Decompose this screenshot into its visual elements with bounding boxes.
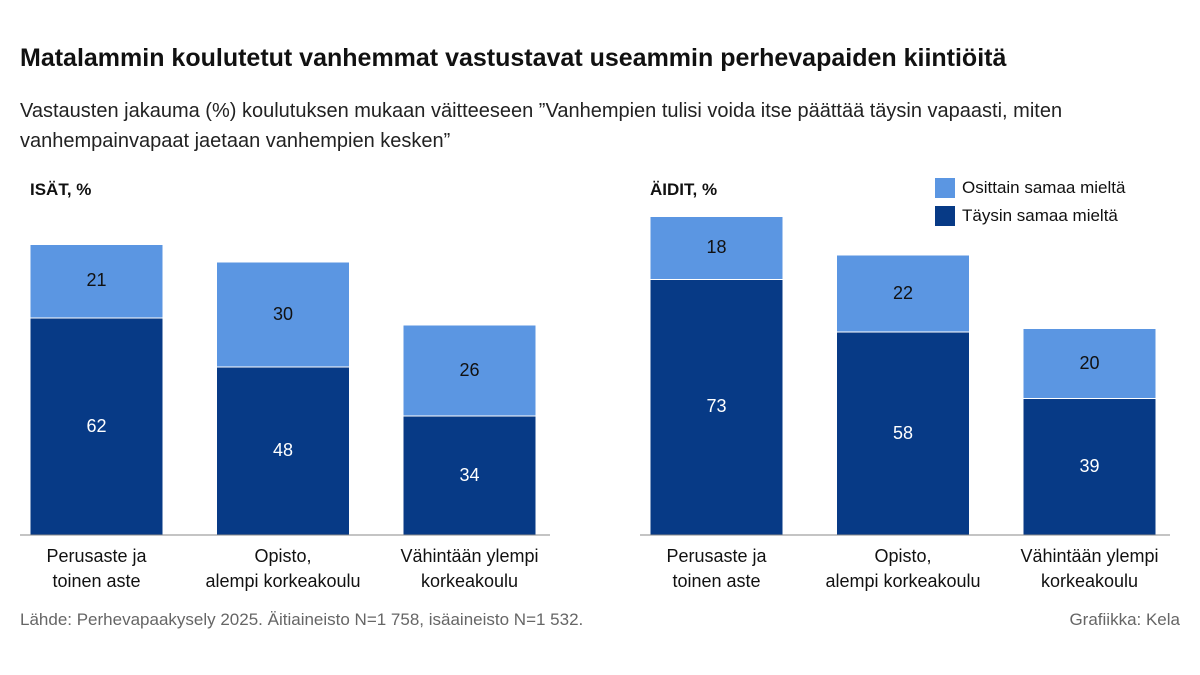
bar-segment xyxy=(29,244,164,319)
chart-title: ISÄT, % xyxy=(30,180,92,199)
value-label: 20 xyxy=(1079,352,1100,373)
value-label: 73 xyxy=(706,396,727,417)
x-tick-label: Perusaste ja toinen aste xyxy=(46,546,147,591)
source: Lähde: Perhevapaakysely 2025. Äitiaineis… xyxy=(20,610,584,629)
credit: Grafiikka: Kela xyxy=(1069,610,1180,629)
bar-segment xyxy=(1022,398,1157,536)
bar-segment xyxy=(836,331,970,536)
bar-segment xyxy=(649,279,784,536)
x-tick-label: Perusaste ja toinen aste xyxy=(666,546,767,591)
bar-segment xyxy=(649,216,784,280)
x-tick-label: Vähintään ylempi korkeakoulu xyxy=(400,546,539,591)
bar-segment xyxy=(402,324,537,417)
chart-title: ÄIDIT, % xyxy=(650,180,718,199)
value-label: 34 xyxy=(459,464,480,485)
value-label: 21 xyxy=(86,270,107,291)
bar-segment xyxy=(402,415,537,536)
bar-segment xyxy=(29,317,164,536)
bar-segment xyxy=(836,254,970,333)
x-tick-label: Opisto, alempi korkeakoulu xyxy=(825,546,981,591)
value-label: 30 xyxy=(272,303,294,324)
value-label: 39 xyxy=(1079,455,1100,476)
bar-segment xyxy=(216,261,350,368)
legend-swatch xyxy=(935,206,955,226)
legend-swatch xyxy=(935,178,955,198)
subtitle: Vastausten jakauma (%) koulutuksen mukaa… xyxy=(20,100,1063,152)
value-label: 58 xyxy=(892,422,914,443)
x-tick-label: Vähintään ylempi korkeakoulu xyxy=(1020,546,1159,591)
legend-label: Osittain samaa mieltä xyxy=(962,178,1126,197)
value-label: 22 xyxy=(892,282,914,303)
value-label: 26 xyxy=(459,359,480,380)
x-tick-label: Opisto, alempi korkeakoulu xyxy=(205,546,361,591)
value-label: 48 xyxy=(272,440,294,460)
legend-label: Täysin samaa mieltä xyxy=(962,206,1118,225)
value-label: 18 xyxy=(706,237,727,257)
value-label: 62 xyxy=(86,415,107,436)
bar-segment xyxy=(1022,328,1157,399)
page-title: Matalammin koulutetut vanhemmat vastusta… xyxy=(20,44,1007,72)
